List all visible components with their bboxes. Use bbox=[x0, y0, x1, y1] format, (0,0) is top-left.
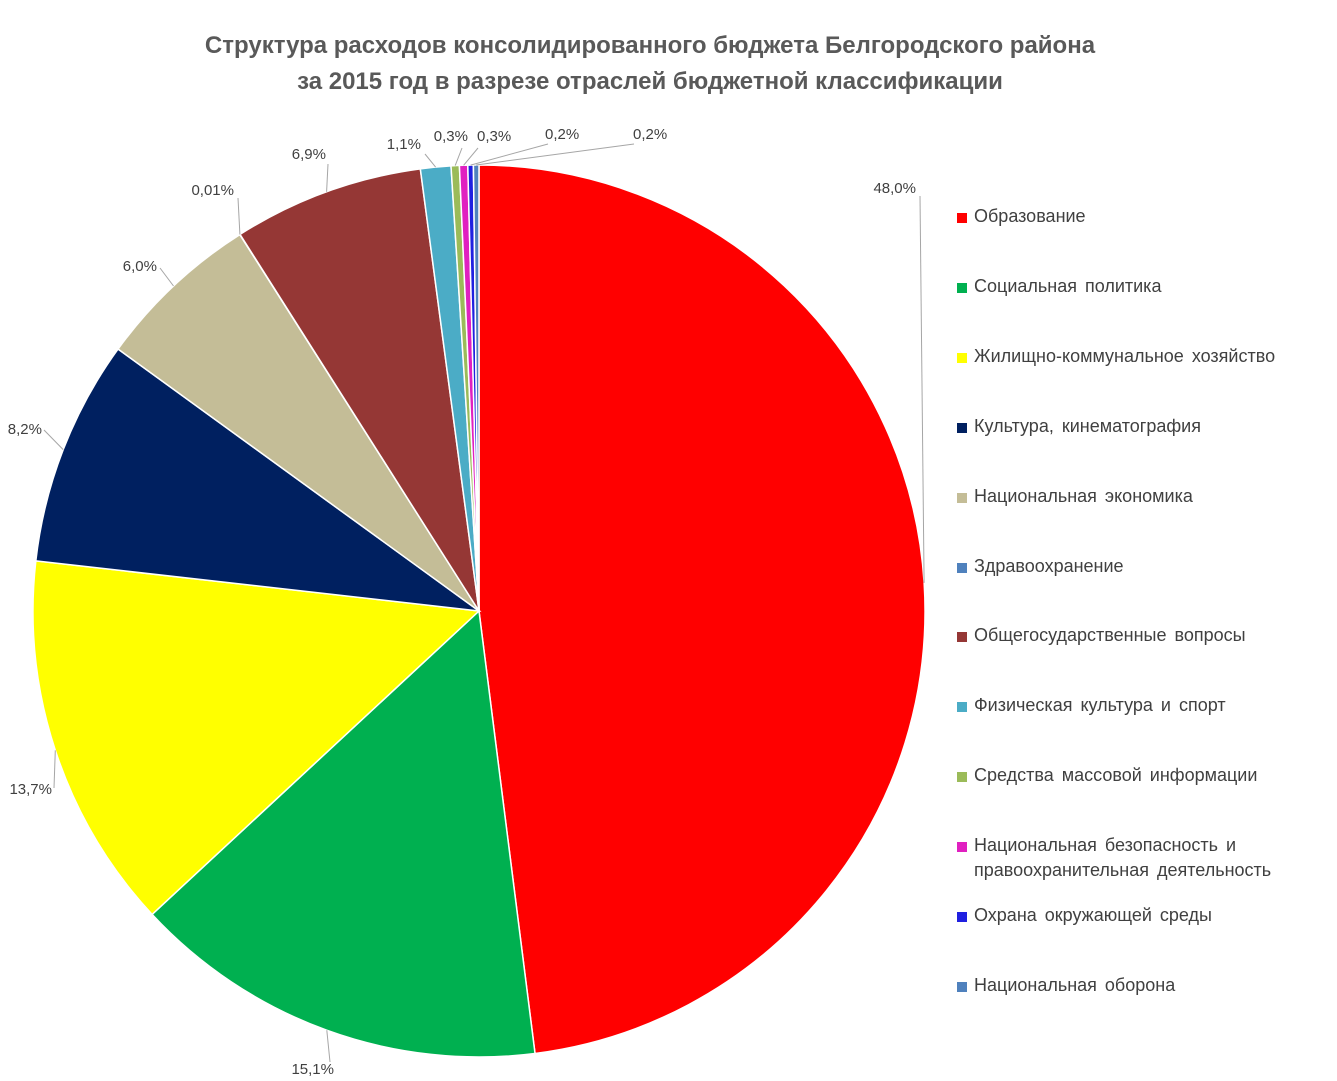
leader-line-4 bbox=[43, 429, 64, 450]
pie-slices bbox=[32, 164, 926, 1058]
legend-swatch bbox=[957, 842, 967, 853]
leader-line-8 bbox=[424, 153, 436, 168]
legend-label: Культура, кинематография bbox=[974, 415, 1201, 436]
data-label-11: 0,2% bbox=[545, 126, 579, 143]
legend-swatch bbox=[957, 981, 967, 992]
legend-label: Образование bbox=[974, 206, 1086, 226]
legend-swatch bbox=[957, 422, 967, 433]
chart-title: Структура расходов консолидированного бю… bbox=[0, 28, 1300, 100]
data-label-7: 6,9% bbox=[292, 146, 326, 163]
legend-swatch bbox=[957, 352, 967, 363]
pie-slice-1 bbox=[478, 164, 926, 1055]
legend-swatch bbox=[957, 702, 967, 713]
legend-label: Физическая культура и спорт bbox=[974, 695, 1226, 716]
legend-swatch bbox=[957, 282, 967, 293]
legend-swatch bbox=[957, 772, 967, 783]
legend-label: Средства массовой информации bbox=[974, 765, 1258, 786]
legend-label: Жилищно-коммунальное хозяйство bbox=[974, 345, 1276, 366]
data-label-8: 1,1% bbox=[387, 136, 421, 153]
legend-swatch bbox=[957, 492, 967, 503]
legend-label: Национальная экономика bbox=[974, 485, 1193, 506]
data-labels: 48,0% 15,1% 13,7% 8,2% 6,0% 0,01% 6,9% 1,1% 0,3%… bbox=[8, 126, 916, 1078]
data-label-1: 48,0% bbox=[873, 180, 916, 197]
pie-slice-7 bbox=[239, 168, 480, 612]
legend-label: Общегосударственные вопросы bbox=[974, 625, 1246, 646]
pie-slice-5 bbox=[116, 233, 480, 612]
chart-title-line-1: Структура расходов консолидированного бю… bbox=[204, 32, 1096, 59]
chart-title-line-2: за 2015 год в разрезе отраслей бюджетной… bbox=[297, 68, 1003, 95]
leader-line-6 bbox=[237, 197, 241, 235]
pie-slice-4 bbox=[35, 347, 482, 613]
legend-label: Национальная оборона bbox=[974, 974, 1176, 995]
data-label-4: 8,2% bbox=[8, 421, 42, 438]
data-label-12: 0,2% bbox=[633, 126, 667, 143]
data-label-5: 6,0% bbox=[123, 258, 157, 275]
legend-label: Национальная безопасность и bbox=[974, 835, 1237, 856]
legend-label: Здравоохранение bbox=[974, 555, 1124, 576]
legend-swatch bbox=[957, 912, 967, 922]
leader-line-12 bbox=[476, 143, 635, 166]
leader-line-3 bbox=[53, 750, 56, 789]
data-label-2: 15,1% bbox=[291, 1061, 334, 1078]
leader-line-10 bbox=[463, 147, 479, 166]
leader-line-11 bbox=[470, 143, 549, 166]
leader-line-7 bbox=[326, 163, 329, 192]
data-label-9: 0,3% bbox=[434, 128, 468, 145]
legend-swatch bbox=[957, 562, 967, 573]
legend-label: Охрана окружающей среды bbox=[974, 905, 1212, 925]
leader-lines bbox=[43, 143, 925, 1063]
legend-label: правоохранительная деятельность bbox=[974, 860, 1272, 881]
data-label-3: 13,7% bbox=[9, 781, 52, 798]
legend-label: Социальная политика bbox=[974, 275, 1162, 296]
leader-line-2 bbox=[326, 1030, 331, 1063]
pie-slice-2 bbox=[151, 609, 536, 1058]
legend-swatch bbox=[957, 632, 967, 643]
leader-line-1 bbox=[919, 195, 925, 583]
legend-swatch bbox=[957, 213, 967, 223]
data-label-10: 0,3% bbox=[477, 128, 511, 145]
data-label-6: 0,01% bbox=[191, 182, 234, 199]
leader-line-9 bbox=[454, 147, 463, 166]
leader-line-5 bbox=[159, 267, 174, 287]
